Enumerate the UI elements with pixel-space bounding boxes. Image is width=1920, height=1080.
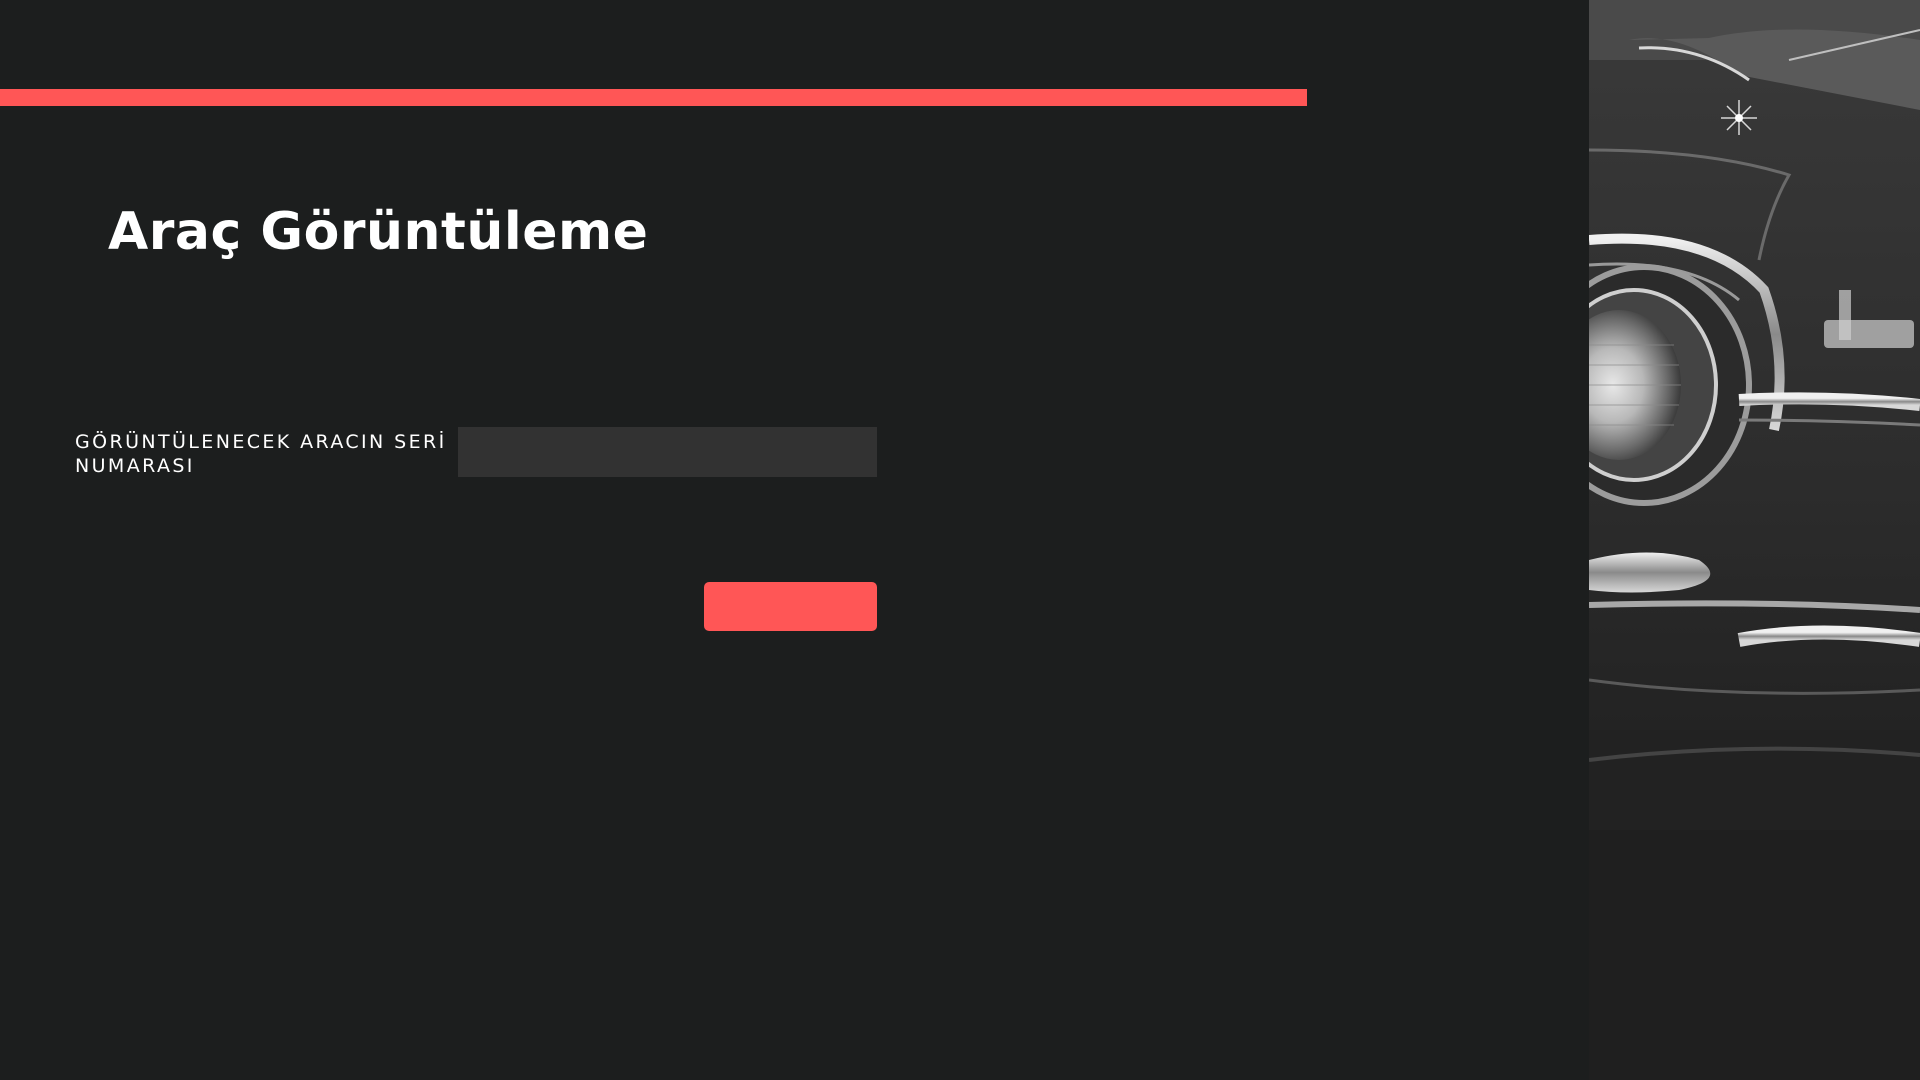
submit-button[interactable] bbox=[704, 582, 877, 631]
serial-number-input[interactable] bbox=[458, 427, 877, 477]
accent-bar bbox=[0, 89, 1307, 106]
serial-number-label: GÖRÜNTÜLENECEK ARACIN SERİ NUMARASI bbox=[75, 431, 447, 477]
classic-car-photo bbox=[1589, 0, 1920, 1080]
page-title: Araç Görüntüleme bbox=[108, 202, 649, 262]
